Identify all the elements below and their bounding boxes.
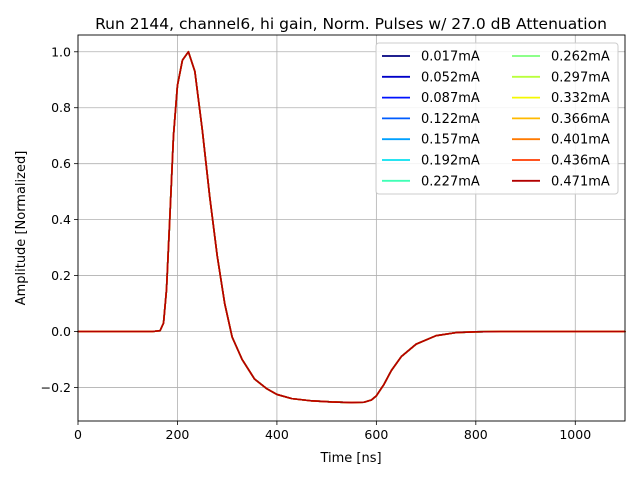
plot-frame xyxy=(77,34,626,422)
legend-entry: 0.227mA xyxy=(382,174,480,189)
x-axis-ticks: 0 200 400 600 800 1000 xyxy=(74,421,591,442)
legend-label: 0.471mA xyxy=(551,174,610,189)
legend: 0.017mA 0.052mA 0.087mA 0.122mA 0.157mA 0.192… xyxy=(375,42,619,195)
y-tick-label: 0.8 xyxy=(51,100,71,115)
legend-entry: 0.471mA xyxy=(512,174,610,189)
legend-label: 0.052mA xyxy=(421,70,480,85)
legend-label: 0.122mA xyxy=(421,112,480,127)
legend-label: 0.157mA xyxy=(421,133,480,148)
x-tick-label: 400 xyxy=(265,427,289,442)
legend-entry: 0.192mA xyxy=(382,154,480,169)
x-tick-label: 200 xyxy=(166,427,190,442)
y-axis-label: Amplitude [Normalized] xyxy=(14,151,29,306)
legend-entry: 0.017mA xyxy=(382,50,480,65)
legend-entry: 0.401mA xyxy=(512,133,610,148)
legend-entry: 0.087mA xyxy=(382,91,480,106)
legend-label: 0.297mA xyxy=(551,70,610,85)
legend-label: 0.332mA xyxy=(551,91,610,106)
y-tick-label: 1.0 xyxy=(51,44,71,59)
x-tick-label: 600 xyxy=(364,427,388,442)
series-lines xyxy=(77,50,626,404)
legend-label: 0.227mA xyxy=(421,174,480,189)
legend-label: 0.192mA xyxy=(421,154,480,169)
legend-entry: 0.366mA xyxy=(512,112,610,127)
y-tick-label: 0.4 xyxy=(51,212,71,227)
legend-entry: 0.262mA xyxy=(512,50,610,65)
series-line xyxy=(77,50,626,404)
y-tick-label: 0.2 xyxy=(51,268,71,283)
y-tick-label: 0.6 xyxy=(51,156,71,171)
legend-entry: 0.332mA xyxy=(512,91,610,106)
legend-entry: 0.052mA xyxy=(382,70,480,85)
legend-entry: 0.157mA xyxy=(382,133,480,148)
legend-label: 0.262mA xyxy=(551,50,610,65)
legend-label: 0.436mA xyxy=(551,154,610,169)
x-axis-label: Time [ns] xyxy=(319,451,381,466)
legend-label: 0.401mA xyxy=(551,133,610,148)
legend-label: 0.087mA xyxy=(421,91,480,106)
y-tick-label: 0.0 xyxy=(51,324,71,339)
legend-label: 0.017mA xyxy=(421,50,480,65)
legend-entry: 0.122mA xyxy=(382,112,480,127)
legend-entry: 0.436mA xyxy=(512,154,610,169)
chart-title: Run 2144, channel6, hi gain, Norm. Pulse… xyxy=(95,15,607,33)
x-tick-label: 1000 xyxy=(559,427,591,442)
legend-entry: 0.297mA xyxy=(512,70,610,85)
legend-box xyxy=(375,42,619,195)
x-tick-label: 0 xyxy=(74,427,82,442)
y-tick-label: −0.2 xyxy=(41,380,71,395)
x-tick-label: 800 xyxy=(464,427,488,442)
y-axis-ticks: −0.2 0.0 0.2 0.4 0.6 0.8 1.0 xyxy=(41,44,78,395)
legend-label: 0.366mA xyxy=(551,112,610,127)
